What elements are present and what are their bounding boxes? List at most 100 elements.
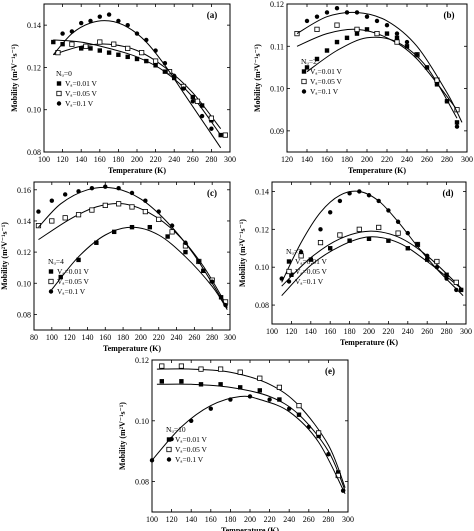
x-tick-label: 100 xyxy=(46,333,58,342)
data-point xyxy=(76,257,81,263)
data-point xyxy=(344,10,350,15)
data-point xyxy=(60,31,65,36)
data-point xyxy=(366,236,372,241)
data-point xyxy=(267,397,272,402)
data-point xyxy=(51,39,56,45)
data-point xyxy=(425,253,430,259)
x-tick-label: 220 xyxy=(382,327,394,336)
x-tick-label: 280 xyxy=(441,327,453,336)
legend-marker xyxy=(166,446,172,453)
data-point xyxy=(142,208,148,215)
x-tick-label: 220 xyxy=(264,515,276,524)
panel-label: (c) xyxy=(207,188,217,198)
data-point xyxy=(69,29,75,34)
fit-curve xyxy=(296,11,463,123)
y-tick-label: 0.12 xyxy=(270,0,284,9)
data-point xyxy=(49,218,55,224)
data-point xyxy=(328,246,333,251)
data-point xyxy=(347,191,352,196)
y-tick-label: 0.12 xyxy=(255,225,269,234)
data-point xyxy=(190,94,195,100)
legend-entry: Vₐ=0.1 V xyxy=(310,87,339,96)
data-point xyxy=(453,279,459,285)
legend-entry: Vₐ=0.05 V xyxy=(57,277,90,286)
data-point xyxy=(364,14,370,19)
data-point xyxy=(395,219,401,224)
data-point xyxy=(222,132,228,138)
data-point xyxy=(218,132,223,138)
data-point xyxy=(198,366,204,372)
data-point xyxy=(83,43,89,49)
data-point xyxy=(149,458,155,463)
x-tick-label: 220 xyxy=(153,333,165,342)
x-tick-label: 240 xyxy=(401,155,413,164)
data-point xyxy=(144,37,149,43)
data-point xyxy=(238,385,243,390)
x-tick-label: 180 xyxy=(117,333,129,342)
x-tick-label: 200 xyxy=(244,515,256,524)
data-point xyxy=(208,406,213,411)
x-tick-label: 100 xyxy=(266,327,278,336)
legend-entry: Vₐ=0.1 V xyxy=(175,455,204,464)
data-point xyxy=(354,31,360,36)
y-tick-label: 0.10 xyxy=(17,279,31,288)
data-point xyxy=(165,234,170,239)
legend: Nᵤ=0Vₐ=0.01 VVₐ=0.05 VVₐ=0.1 V xyxy=(56,69,98,108)
legend-entry: Vₐ=0.05 V xyxy=(295,267,328,276)
data-point xyxy=(79,20,84,26)
data-point xyxy=(111,41,117,47)
x-tick-label: 200 xyxy=(135,333,147,342)
legend-entry: Vₐ=0.01 V xyxy=(310,67,343,76)
data-point xyxy=(334,22,340,28)
data-point xyxy=(287,406,292,411)
legend-entry: Vₐ=0.1 V xyxy=(57,287,86,296)
x-tick-label: 180 xyxy=(344,327,356,336)
y-axis-label: Mobility (m²V⁻¹s⁻¹) xyxy=(253,44,262,112)
data-point xyxy=(88,46,93,51)
data-point xyxy=(58,274,63,280)
x-tick-label: 80 xyxy=(30,333,38,342)
data-point xyxy=(134,31,140,36)
legend-entry: Vₐ=0.05 V xyxy=(175,445,208,454)
data-point xyxy=(366,193,372,198)
legend-marker xyxy=(56,81,62,86)
x-tick-label: 260 xyxy=(188,333,200,342)
data-point xyxy=(434,258,440,265)
x-tick-label: 160 xyxy=(324,327,336,336)
data-point xyxy=(328,210,333,215)
x-tick-label: 300 xyxy=(461,155,473,164)
y-tick-label: 0.08 xyxy=(135,478,149,487)
x-tick-label: 140 xyxy=(301,155,313,164)
data-point xyxy=(36,209,41,214)
x-tick-label: 240 xyxy=(171,333,183,342)
legend-marker xyxy=(56,90,62,97)
legend-title: Nᵤ=4 xyxy=(48,257,64,266)
data-point xyxy=(194,98,201,104)
x-axis-label: Temperature (K) xyxy=(348,166,406,175)
data-point xyxy=(62,215,68,221)
x-tick-label: 140 xyxy=(75,155,87,164)
data-point xyxy=(89,186,95,191)
legend-marker xyxy=(301,78,307,85)
data-point xyxy=(183,249,188,255)
legend-marker xyxy=(48,269,54,274)
y-tick-label: 0.10 xyxy=(135,417,149,426)
data-point xyxy=(106,12,112,17)
data-point xyxy=(172,73,177,79)
data-point xyxy=(279,276,284,281)
data-point xyxy=(314,56,320,62)
x-tick-label: 100 xyxy=(146,515,158,524)
data-point xyxy=(162,69,168,74)
x-axis-label: Temperature (K) xyxy=(340,338,398,347)
data-point xyxy=(386,208,391,213)
data-point xyxy=(324,48,330,53)
x-tick-label: 200 xyxy=(131,155,143,164)
data-point xyxy=(354,10,360,15)
data-point xyxy=(181,86,186,91)
fit-curve xyxy=(156,383,346,491)
data-point xyxy=(314,14,320,19)
data-point xyxy=(318,227,323,232)
fit-curve xyxy=(51,226,228,310)
x-tick-label: 100 xyxy=(38,155,50,164)
